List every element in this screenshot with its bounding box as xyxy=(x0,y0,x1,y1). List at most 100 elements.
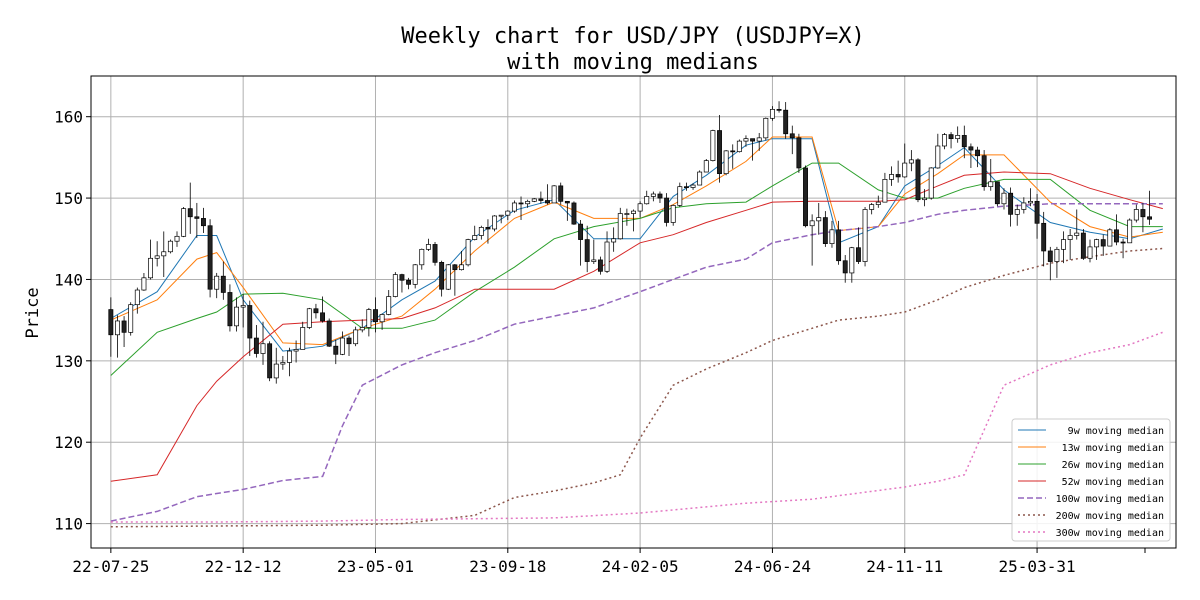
candle-body xyxy=(518,202,524,205)
candle xyxy=(822,211,828,247)
legend-label: 26w moving median xyxy=(1062,460,1164,471)
candle-body xyxy=(862,209,868,262)
candle xyxy=(1034,194,1040,239)
candle-body xyxy=(531,198,537,202)
candle xyxy=(836,220,842,265)
candle-body xyxy=(154,255,160,259)
candle-body xyxy=(485,227,491,230)
candle-body xyxy=(121,320,127,333)
candle xyxy=(902,143,908,178)
candle-body xyxy=(432,244,438,263)
candle xyxy=(392,272,398,298)
candle-body xyxy=(1087,246,1093,259)
candle-body xyxy=(353,329,359,345)
candle-body xyxy=(478,227,484,236)
legend-label: 9w moving median xyxy=(1068,426,1164,437)
candle-body xyxy=(922,197,928,201)
candle xyxy=(803,165,808,228)
candle xyxy=(994,181,1000,207)
candle xyxy=(769,106,775,121)
candle xyxy=(406,277,412,290)
candle-body xyxy=(683,186,689,189)
candle-body xyxy=(419,248,425,266)
candle xyxy=(710,129,716,162)
candle xyxy=(637,201,643,218)
candle-body xyxy=(717,130,722,175)
candle-body xyxy=(313,308,319,314)
candle xyxy=(459,250,464,271)
candle-body xyxy=(710,130,716,161)
moving-median-line xyxy=(110,247,1163,528)
candle-body xyxy=(994,181,1000,205)
candle-body xyxy=(1008,192,1014,215)
candle-body xyxy=(1034,200,1040,224)
candle xyxy=(935,133,941,169)
candle-body xyxy=(690,184,696,188)
candle-body xyxy=(1061,239,1066,250)
moving-median-line xyxy=(110,331,1164,523)
candle xyxy=(128,302,134,336)
candle-body xyxy=(1147,216,1152,220)
candle-body xyxy=(459,264,464,271)
y-tick-label: 150 xyxy=(54,189,83,208)
candle xyxy=(293,340,299,363)
candle-body xyxy=(948,134,954,140)
legend-box xyxy=(1011,418,1171,542)
candle xyxy=(690,183,696,190)
candle xyxy=(1008,187,1014,227)
candle xyxy=(366,307,372,337)
y-tick-label: 120 xyxy=(54,433,83,452)
y-tick-label: 160 xyxy=(54,108,83,127)
candle-body xyxy=(551,185,557,204)
candle xyxy=(1100,234,1106,256)
candle xyxy=(187,182,193,234)
candle xyxy=(783,102,789,139)
candle xyxy=(1133,204,1139,223)
candle-body xyxy=(776,109,782,111)
y-tick-label: 130 xyxy=(54,352,83,371)
candle-body xyxy=(538,198,544,201)
candle-body xyxy=(359,327,365,331)
candle-body xyxy=(1001,192,1007,205)
candle xyxy=(895,160,901,183)
x-tick-label: 23-09-18 xyxy=(469,557,546,576)
candle xyxy=(796,133,802,173)
candle-body xyxy=(882,179,888,203)
candle xyxy=(478,225,484,240)
candle-body xyxy=(558,185,564,202)
candle xyxy=(703,159,709,173)
candle-body xyxy=(703,160,709,173)
candle xyxy=(194,202,200,238)
candle-body xyxy=(1074,232,1080,236)
legend-label: 52w moving median xyxy=(1062,477,1164,488)
candle-body xyxy=(181,208,187,237)
legend-label: 100w moving median xyxy=(1056,494,1164,505)
candle xyxy=(1080,228,1086,260)
candle-body xyxy=(935,145,941,169)
candle xyxy=(445,263,451,291)
candle xyxy=(644,190,650,205)
candle-body xyxy=(677,186,683,206)
candle-body xyxy=(201,218,206,227)
candle-body xyxy=(148,257,153,279)
candle xyxy=(756,132,762,151)
candle xyxy=(115,315,120,358)
candle-body xyxy=(961,135,967,148)
candle xyxy=(181,207,187,238)
candle xyxy=(1041,211,1047,267)
candle-body xyxy=(273,363,279,379)
candle xyxy=(776,101,782,113)
candle xyxy=(1014,204,1020,226)
candle xyxy=(280,355,286,370)
moving-median-line xyxy=(110,203,1163,522)
candle-body xyxy=(392,274,398,297)
candle xyxy=(816,202,822,235)
candle xyxy=(267,341,273,382)
candle-body xyxy=(803,167,808,227)
candle-body xyxy=(366,309,372,328)
candle xyxy=(154,241,160,267)
candle-body xyxy=(306,308,312,328)
candle xyxy=(531,198,537,203)
candle-body xyxy=(617,213,623,240)
x-tick-label: 24-06-24 xyxy=(734,557,811,576)
